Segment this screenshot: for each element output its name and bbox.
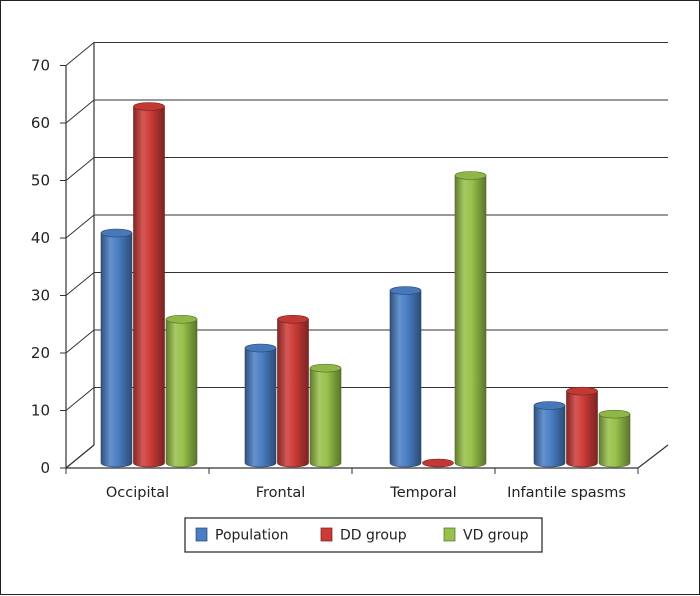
legend-box xyxy=(184,517,543,553)
x-tick-label: Occipital xyxy=(106,485,169,501)
gridlines xyxy=(65,42,668,469)
y-tick-label: 70 xyxy=(31,57,50,75)
chart-walls xyxy=(65,42,669,469)
gridline-side xyxy=(65,157,95,181)
gridline-side xyxy=(65,444,95,469)
y-tick-label: 60 xyxy=(31,114,50,132)
bar-vd-group-frontal xyxy=(309,363,342,468)
bar-dd-group-temporal xyxy=(422,458,454,468)
bar-vd-group-infantile-spasms xyxy=(598,409,631,468)
legend: Population DD group VD group xyxy=(184,517,543,553)
bar-population-occipital xyxy=(100,228,133,468)
gridline-side xyxy=(65,387,95,411)
bars xyxy=(100,102,631,468)
bar-dd-group-infantile-spasms xyxy=(566,386,598,468)
bar-population-infantile-spasms xyxy=(533,401,566,468)
gridline-side xyxy=(65,329,95,354)
y-tick-label: 20 xyxy=(31,344,50,362)
bar-dd-group-frontal xyxy=(277,314,309,468)
x-tick-label: Frontal xyxy=(256,485,306,501)
bar-vd-group-temporal xyxy=(454,171,487,468)
y-tick-label: 10 xyxy=(31,402,50,420)
x-tick-label: Temporal xyxy=(389,485,456,501)
floor-right-edge xyxy=(637,444,669,469)
gridline-side xyxy=(65,214,95,239)
bar-dd-group-occipital xyxy=(133,102,165,468)
legend-item: Population xyxy=(195,527,289,544)
legend-item: DD group xyxy=(320,527,407,544)
legend-swatch xyxy=(195,527,208,542)
y-tick-label: 30 xyxy=(31,287,50,305)
gridline-side xyxy=(65,42,95,66)
y-axis-ticks: 0 10 20 30 40 50 60 70 xyxy=(31,57,639,477)
bar-vd-group-occipital xyxy=(165,314,198,468)
bar-population-frontal xyxy=(244,343,277,468)
legend-swatch xyxy=(320,527,333,542)
legend-swatch xyxy=(443,527,456,542)
bar-population-temporal xyxy=(389,286,422,468)
legend-label: Population xyxy=(215,528,289,544)
x-axis-labels: Occipital Frontal Temporal Infantile spasms xyxy=(106,485,626,501)
x-tick-label: Infantile spasms xyxy=(507,485,626,501)
gridline-side xyxy=(65,99,95,124)
legend-label: VD group xyxy=(463,528,529,544)
legend-item: VD group xyxy=(443,527,529,544)
legend-label: DD group xyxy=(340,528,407,544)
gridline-side xyxy=(65,272,95,296)
y-tick-label: 0 xyxy=(40,459,50,477)
y-tick-label: 50 xyxy=(31,172,50,190)
y-tick-label: 40 xyxy=(31,229,50,247)
